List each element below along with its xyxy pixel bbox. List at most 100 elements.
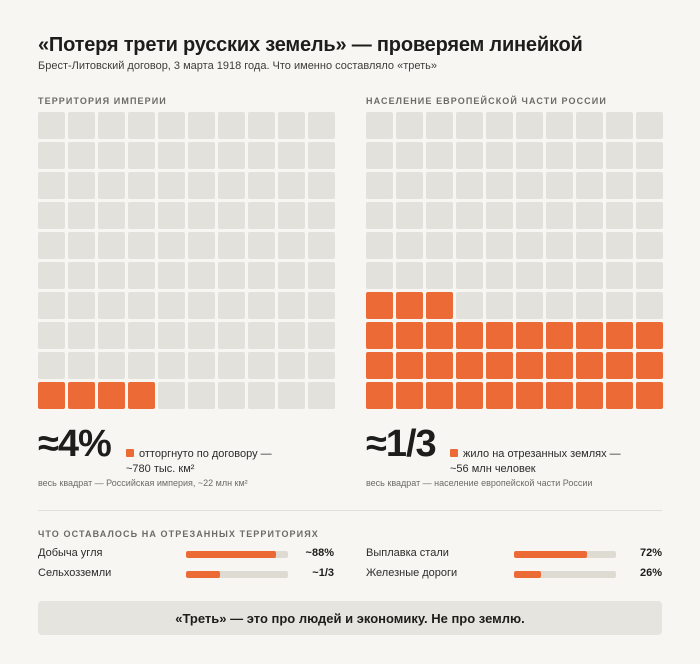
waffle-cell <box>248 142 275 169</box>
waffle-cell <box>576 232 603 259</box>
waffle-cell <box>636 262 663 289</box>
waffle-cell <box>98 112 125 139</box>
waffle-cell <box>546 112 573 139</box>
waffle-cell <box>636 352 663 379</box>
waffle-cell <box>606 112 633 139</box>
waffle-cell <box>486 262 513 289</box>
waffle-cell <box>396 352 423 379</box>
waffle-cell <box>98 292 125 319</box>
waffle-cell <box>188 262 215 289</box>
waffle-cell <box>158 382 185 409</box>
waffle-cell <box>456 142 483 169</box>
population-big-value: ≈1/3 <box>366 423 437 465</box>
waffle-cell <box>576 142 603 169</box>
waffle-cell <box>128 142 155 169</box>
waffle-cell <box>98 352 125 379</box>
waffle-cell <box>38 142 65 169</box>
bar-track <box>186 551 288 558</box>
waffle-cell <box>218 352 245 379</box>
waffle-cell <box>426 382 453 409</box>
waffle-cell <box>486 112 513 139</box>
population-note: жило на отрезанных землях — ~56 млн чело… <box>450 447 640 477</box>
population-caption: весь квадрат — население европейской час… <box>366 478 593 488</box>
waffle-cell <box>158 202 185 229</box>
waffle-cell <box>128 292 155 319</box>
waffle-cell <box>158 352 185 379</box>
waffle-cell <box>38 112 65 139</box>
waffle-cell <box>486 202 513 229</box>
territory-note: отторгнуто по договору — ~780 тыс. км² <box>126 447 296 477</box>
waffle-cell <box>366 292 393 319</box>
waffle-cell <box>38 202 65 229</box>
waffle-cell <box>188 112 215 139</box>
waffle-cell <box>606 232 633 259</box>
waffle-cell <box>516 322 543 349</box>
waffle-cell <box>456 232 483 259</box>
waffle-cell <box>248 352 275 379</box>
bar-fill <box>186 571 220 578</box>
waffle-cell <box>308 292 335 319</box>
waffle-cell <box>248 112 275 139</box>
waffle-cell <box>308 202 335 229</box>
waffle-cell <box>576 382 603 409</box>
waffle-cell <box>606 262 633 289</box>
waffle-cell <box>576 322 603 349</box>
waffle-cell <box>188 322 215 349</box>
waffle-cell <box>396 112 423 139</box>
waffle-cell <box>98 172 125 199</box>
bar-value: 72% <box>639 547 662 559</box>
bar-track <box>514 551 616 558</box>
waffle-cell <box>218 322 245 349</box>
waffle-cell <box>98 232 125 259</box>
waffle-cell <box>396 232 423 259</box>
waffle-cell <box>426 142 453 169</box>
waffle-cell <box>278 202 305 229</box>
waffle-cell <box>278 292 305 319</box>
waffle-cell <box>158 112 185 139</box>
waffle-cell <box>456 262 483 289</box>
waffle-cell <box>366 202 393 229</box>
waffle-cell <box>636 292 663 319</box>
waffle-cell <box>546 292 573 319</box>
waffle-cell <box>248 232 275 259</box>
waffle-cell <box>366 142 393 169</box>
waffle-cell <box>278 112 305 139</box>
waffle-cell <box>546 232 573 259</box>
waffle-cell <box>396 382 423 409</box>
waffle-cell <box>308 142 335 169</box>
bar-fill <box>514 551 588 558</box>
waffle-cell <box>546 322 573 349</box>
waffle-cell <box>516 352 543 379</box>
waffle-cell <box>38 352 65 379</box>
waffle-cell <box>68 382 95 409</box>
waffle-cell <box>248 292 275 319</box>
waffle-cell <box>366 352 393 379</box>
waffle-cell <box>366 172 393 199</box>
bar-label: Сельхозземли <box>38 567 112 579</box>
waffle-cell <box>636 142 663 169</box>
waffle-cell <box>606 382 633 409</box>
bar-value: ~88% <box>305 547 334 559</box>
waffle-cell <box>636 112 663 139</box>
bar-value: 26% <box>639 567 662 579</box>
bar-label: Добыча угля <box>38 547 103 559</box>
waffle-cell <box>546 382 573 409</box>
page-title: «Потеря трети русских земель» — проверяе… <box>38 34 583 56</box>
waffle-cell <box>218 262 245 289</box>
waffle-cell <box>38 262 65 289</box>
page-subtitle: Брест-Литовский договор, 3 марта 1918 го… <box>38 60 437 72</box>
waffle-cell <box>248 172 275 199</box>
waffle-cell <box>366 262 393 289</box>
waffle-cell <box>516 382 543 409</box>
waffle-cell <box>486 232 513 259</box>
waffle-cell <box>516 172 543 199</box>
waffle-cell <box>486 322 513 349</box>
bar-row: Железные дороги 26% <box>366 567 662 583</box>
waffle-cell <box>98 142 125 169</box>
waffle-cell <box>546 202 573 229</box>
waffle-cell <box>396 172 423 199</box>
bar-row: Сельхозземли ~1/3 <box>38 567 334 583</box>
waffle-cell <box>218 202 245 229</box>
waffle-cell <box>38 172 65 199</box>
waffle-cell <box>456 322 483 349</box>
